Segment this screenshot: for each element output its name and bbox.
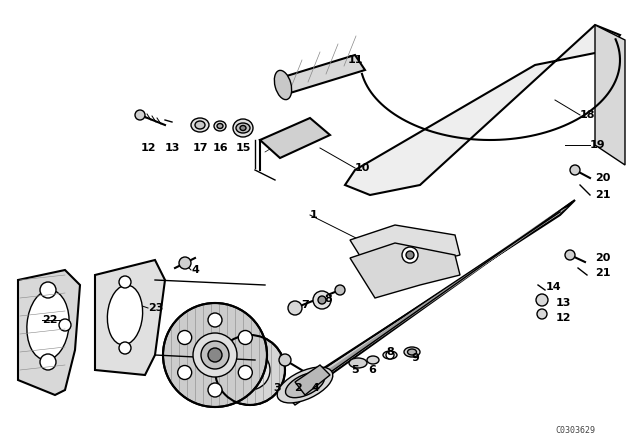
- Text: 20: 20: [595, 173, 611, 183]
- Circle shape: [179, 257, 191, 269]
- Text: 14: 14: [546, 282, 562, 292]
- Text: 13: 13: [556, 298, 572, 308]
- Text: 11: 11: [348, 55, 363, 65]
- Text: 5: 5: [351, 365, 359, 375]
- Ellipse shape: [108, 285, 143, 345]
- Circle shape: [279, 354, 291, 366]
- Text: 15: 15: [236, 143, 251, 153]
- Circle shape: [570, 165, 580, 175]
- Polygon shape: [290, 200, 575, 390]
- Text: 22: 22: [42, 315, 58, 325]
- Circle shape: [402, 247, 418, 263]
- Polygon shape: [95, 260, 165, 375]
- Circle shape: [135, 110, 145, 120]
- Circle shape: [238, 366, 252, 379]
- Ellipse shape: [217, 124, 223, 129]
- Text: 2: 2: [294, 383, 302, 393]
- Polygon shape: [350, 225, 460, 280]
- Text: 1: 1: [310, 210, 317, 220]
- Ellipse shape: [233, 119, 253, 137]
- Circle shape: [163, 303, 267, 407]
- Circle shape: [230, 350, 270, 390]
- Text: 20: 20: [595, 253, 611, 263]
- Polygon shape: [310, 207, 568, 382]
- Text: 17: 17: [192, 143, 208, 153]
- Circle shape: [288, 301, 302, 315]
- Circle shape: [335, 285, 345, 295]
- Polygon shape: [295, 365, 330, 395]
- Text: 12: 12: [556, 313, 572, 323]
- Circle shape: [215, 335, 285, 405]
- Polygon shape: [350, 243, 460, 298]
- Text: 8: 8: [324, 294, 332, 304]
- Circle shape: [313, 291, 331, 309]
- Circle shape: [178, 331, 192, 345]
- Circle shape: [536, 294, 548, 306]
- Ellipse shape: [349, 358, 367, 368]
- Circle shape: [208, 313, 222, 327]
- Ellipse shape: [408, 349, 417, 355]
- Text: 18: 18: [580, 110, 595, 120]
- Polygon shape: [18, 270, 80, 395]
- Polygon shape: [280, 370, 325, 405]
- Text: 6: 6: [368, 365, 376, 375]
- Ellipse shape: [404, 347, 420, 357]
- Circle shape: [119, 342, 131, 354]
- Text: 23: 23: [148, 303, 163, 313]
- Polygon shape: [345, 25, 620, 195]
- Ellipse shape: [236, 123, 250, 133]
- Text: 10: 10: [355, 163, 371, 173]
- Ellipse shape: [367, 356, 379, 364]
- Text: 9: 9: [411, 353, 419, 363]
- Text: 7: 7: [301, 300, 309, 310]
- Text: 12: 12: [140, 143, 156, 153]
- Text: 13: 13: [164, 143, 180, 153]
- Text: 21: 21: [595, 190, 611, 200]
- Circle shape: [565, 250, 575, 260]
- Circle shape: [59, 319, 71, 331]
- Ellipse shape: [285, 372, 324, 398]
- Circle shape: [201, 341, 229, 369]
- Circle shape: [208, 383, 222, 397]
- Circle shape: [119, 276, 131, 288]
- Text: 19: 19: [590, 140, 605, 150]
- Circle shape: [386, 351, 394, 359]
- Circle shape: [178, 366, 192, 379]
- Circle shape: [40, 282, 56, 298]
- Ellipse shape: [240, 125, 246, 130]
- Polygon shape: [280, 55, 365, 93]
- Circle shape: [406, 251, 414, 259]
- Text: 8: 8: [386, 347, 394, 357]
- Ellipse shape: [383, 351, 397, 359]
- Text: 4: 4: [311, 383, 319, 393]
- Ellipse shape: [277, 367, 333, 403]
- Circle shape: [318, 296, 326, 304]
- Polygon shape: [260, 118, 330, 158]
- Circle shape: [208, 348, 222, 362]
- Text: C0303629: C0303629: [555, 426, 595, 435]
- Ellipse shape: [191, 118, 209, 132]
- Circle shape: [193, 333, 237, 377]
- Polygon shape: [595, 25, 625, 165]
- Circle shape: [40, 354, 56, 370]
- Text: 21: 21: [595, 268, 611, 278]
- Text: 3: 3: [273, 383, 281, 393]
- Circle shape: [238, 331, 252, 345]
- Ellipse shape: [214, 121, 226, 131]
- Text: 16: 16: [212, 143, 228, 153]
- Text: 4: 4: [191, 265, 199, 275]
- Ellipse shape: [275, 70, 292, 99]
- Ellipse shape: [195, 121, 205, 129]
- Ellipse shape: [27, 290, 69, 360]
- Circle shape: [537, 309, 547, 319]
